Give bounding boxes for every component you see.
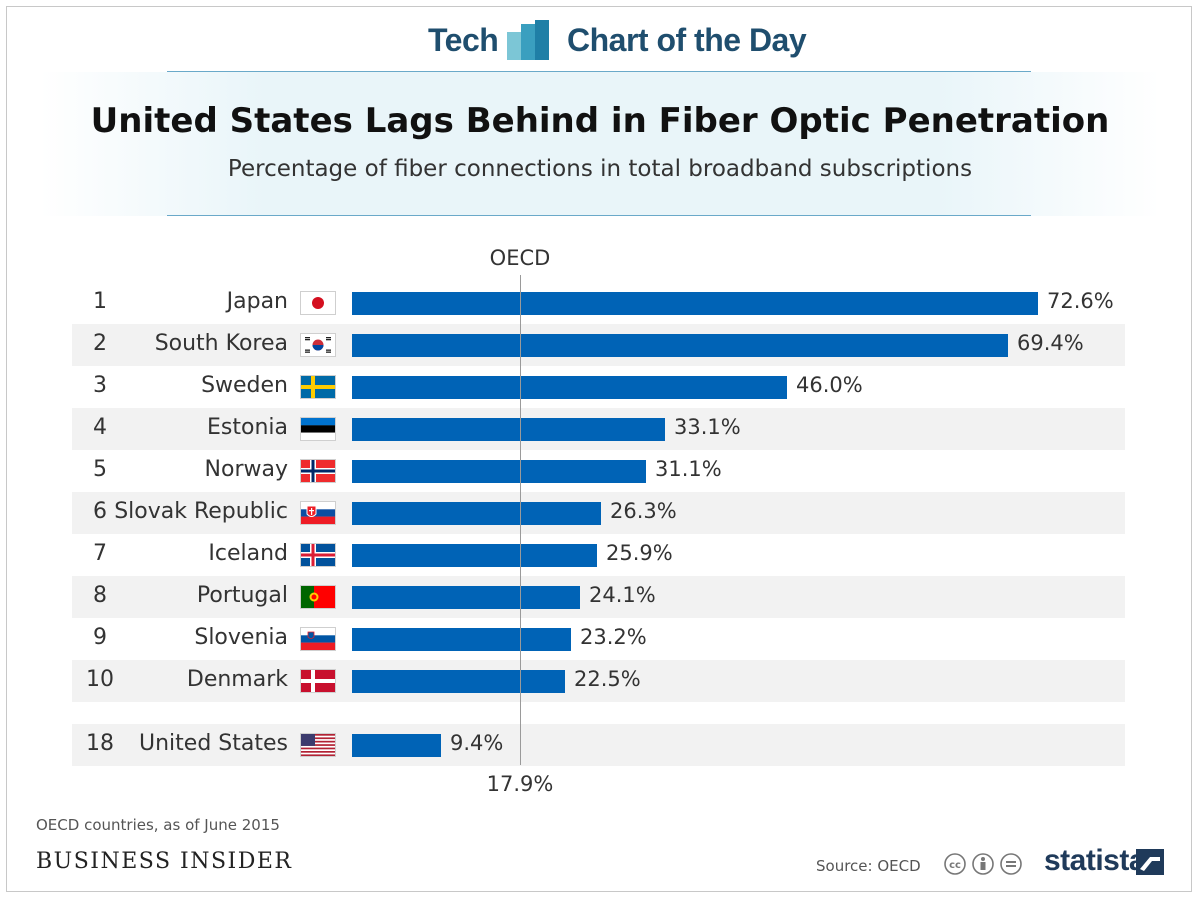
rank-label: 18 (86, 731, 114, 756)
flag-iceland-icon (300, 543, 336, 567)
value-label: 46.0% (796, 373, 863, 397)
country-label: Iceland (208, 541, 288, 566)
value-label: 31.1% (655, 457, 722, 481)
source-note: Source: OECD (816, 857, 921, 875)
value-label: 26.3% (610, 499, 677, 523)
rank-label: 3 (93, 373, 107, 398)
country-label: Japan (226, 289, 288, 314)
rank-label: 1 (93, 289, 107, 314)
flag-slovenia-icon (300, 627, 336, 651)
rank-label: 6 (93, 499, 107, 524)
header: Tech Chart of the Day (0, 18, 1200, 70)
row-stripe (72, 724, 1125, 766)
title-rule (167, 215, 1031, 216)
country-label: Norway (204, 457, 288, 482)
header-tech-word: Tech (428, 22, 499, 58)
bar (352, 376, 787, 399)
country-label: Portugal (196, 583, 288, 608)
flag-norway-icon (300, 459, 336, 483)
rank-label: 2 (93, 331, 107, 356)
chart-frame (6, 6, 1192, 892)
row-stripe (72, 576, 1125, 618)
bar (352, 628, 571, 651)
value-label: 33.1% (674, 415, 741, 439)
value-label: 25.9% (606, 541, 673, 565)
header-rule (167, 71, 1031, 72)
flag-sweden-icon (300, 375, 336, 399)
flag-south-korea-icon (300, 333, 336, 357)
bar-cluster-icon (507, 20, 549, 60)
flag-slovakia-icon (300, 501, 336, 525)
value-label: 9.4% (450, 731, 504, 755)
statista-logo-icon (1136, 849, 1164, 875)
value-label: 72.6% (1047, 289, 1114, 313)
flag-japan-icon (300, 291, 336, 315)
flag-united-states-icon (300, 733, 336, 757)
rank-label: 8 (93, 583, 107, 608)
value-label: 22.5% (574, 667, 641, 691)
title-band (40, 72, 1160, 216)
footnote: OECD countries, as of June 2015 (36, 816, 280, 834)
country-label: Slovak Republic (114, 499, 288, 524)
row-stripe (72, 660, 1125, 702)
bar (352, 586, 580, 609)
flag-portugal-icon (300, 585, 336, 609)
oecd-reference-value: 17.9% (486, 772, 554, 796)
country-label: Estonia (207, 415, 288, 440)
oecd-reference-line (520, 275, 521, 765)
value-label: 24.1% (589, 583, 656, 607)
rank-label: 5 (93, 457, 107, 482)
country-label: Sweden (201, 373, 288, 398)
bar (352, 502, 601, 525)
value-label: 23.2% (580, 625, 647, 649)
chart-title: United States Lags Behind in Fiber Optic… (90, 101, 1110, 141)
flag-denmark-icon (300, 669, 336, 693)
chart-subtitle: Percentage of fiber connections in total… (227, 156, 973, 182)
country-label: Denmark (186, 667, 288, 692)
bar (352, 670, 565, 693)
country-label: United States (139, 731, 288, 756)
bar (352, 544, 597, 567)
rank-label: 4 (93, 415, 107, 440)
business-insider-logo: BUSINESS INSIDER (36, 849, 293, 874)
oecd-reference-label: OECD (489, 246, 551, 270)
rank-label: 9 (93, 625, 107, 650)
bar (352, 334, 1008, 357)
value-label: 69.4% (1017, 331, 1084, 355)
header-chart-of-the-day: Chart of the Day (567, 22, 807, 58)
bar (352, 734, 441, 757)
rank-label: 10 (86, 667, 114, 692)
rank-label: 7 (93, 541, 107, 566)
bar (352, 418, 665, 441)
creative-commons-icon: cc (944, 853, 1022, 875)
flag-estonia-icon (300, 417, 336, 441)
bar (352, 292, 1038, 315)
svg-text:cc: cc (949, 860, 961, 871)
country-label: South Korea (154, 331, 288, 356)
statista-logo: statista (1044, 844, 1146, 877)
country-label: Slovenia (194, 625, 288, 650)
bar (352, 460, 646, 483)
